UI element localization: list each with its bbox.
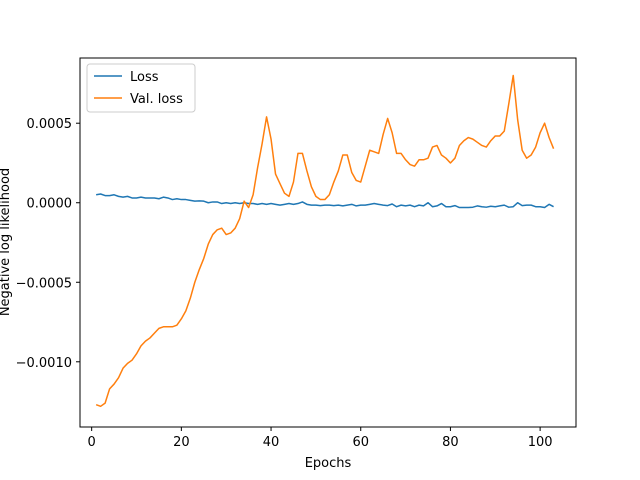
- x-tick-label: 0: [88, 435, 96, 450]
- x-tick-label: 100: [528, 435, 553, 450]
- y-axis-label: Negative log likelihood: [0, 168, 13, 316]
- legend: Loss Val. loss: [86, 63, 196, 113]
- legend-label-loss: Loss: [130, 70, 159, 85]
- x-axis-label: Epochs: [305, 456, 352, 471]
- x-tick-label: 20: [173, 435, 190, 450]
- series-line-val-loss: [95, 74, 555, 408]
- x-tick-label: 40: [263, 435, 280, 450]
- x-tick-label: 80: [442, 435, 459, 450]
- plot-frame: [79, 57, 577, 428]
- y-tick-label: 0.0005: [27, 117, 73, 132]
- y-tick-label: −0.0010: [16, 356, 72, 371]
- y-tick-label: −0.0005: [16, 276, 72, 291]
- x-tick-label: 60: [352, 435, 369, 450]
- legend-label-val-loss: Val. loss: [130, 92, 183, 107]
- series-line-loss: [96, 193, 554, 209]
- y-tick-label: 0.0000: [27, 197, 73, 212]
